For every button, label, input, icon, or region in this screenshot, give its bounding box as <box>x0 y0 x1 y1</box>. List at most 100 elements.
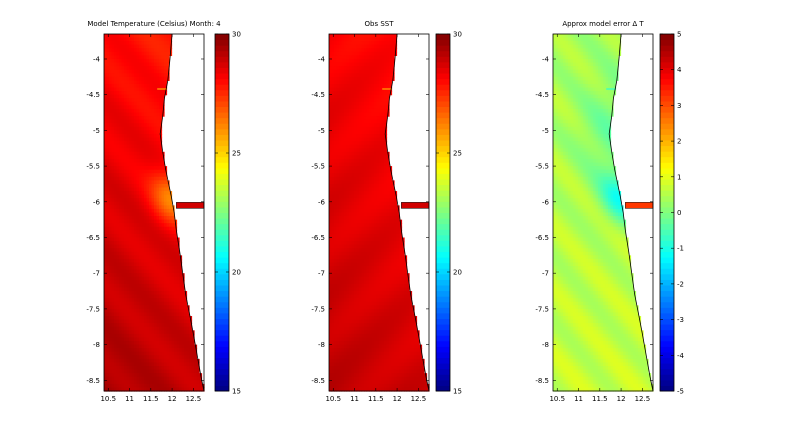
heatmap-cell <box>109 126 113 131</box>
heatmap-cell <box>371 266 375 271</box>
heatmap-cell <box>176 319 180 324</box>
heatmap-cell <box>104 137 108 142</box>
heatmap-cell <box>161 226 165 231</box>
heatmap-cell <box>139 133 143 139</box>
heatmap-cell <box>389 273 393 278</box>
heatmap-cell <box>366 141 370 146</box>
heatmap-cell <box>341 248 345 253</box>
heatmap-cell <box>156 201 160 206</box>
heatmap-cell <box>386 230 390 235</box>
heatmap-cell <box>124 369 128 374</box>
heatmap-cell <box>374 258 378 264</box>
heatmap-cell <box>124 112 128 117</box>
heatmap-cell <box>166 344 170 349</box>
heatmap-cell <box>116 316 120 321</box>
heatmap-cell <box>136 55 140 60</box>
heatmap-cell <box>351 80 355 85</box>
heatmap-cell <box>341 69 345 74</box>
heatmap-cell <box>404 276 408 281</box>
heatmap-cell <box>121 294 125 299</box>
heatmap-cell <box>366 83 370 89</box>
heatmap-cell <box>181 294 185 299</box>
heatmap-cell <box>331 205 335 210</box>
heatmap-cell <box>149 333 153 339</box>
heatmap-cell <box>159 198 163 203</box>
heatmap-cell <box>111 298 115 303</box>
heatmap-cell <box>161 101 165 106</box>
heatmap-cell <box>329 141 333 146</box>
heatmap-cell <box>159 108 163 114</box>
heatmap-cell <box>119 366 123 371</box>
heatmap-cell <box>111 44 115 49</box>
heatmap-cell <box>161 366 165 371</box>
heatmap-cell <box>134 116 138 121</box>
heatmap-cell <box>134 219 138 224</box>
heatmap-cell <box>119 123 123 128</box>
heatmap-cell <box>349 116 353 121</box>
heatmap-cell <box>356 176 360 181</box>
heatmap-cell <box>361 269 365 274</box>
heatmap-cell <box>126 62 130 67</box>
heatmap-cell <box>121 155 125 160</box>
heatmap-cell <box>381 251 385 256</box>
heatmap-cell <box>331 62 335 67</box>
heatmap-cell <box>111 312 115 317</box>
heatmap-cell <box>334 76 338 82</box>
heatmap-cell <box>331 237 335 242</box>
colorbar-band <box>215 290 229 297</box>
heatmap-cell <box>126 119 130 124</box>
heatmap-cell <box>339 262 343 267</box>
heatmap-cell <box>151 212 155 217</box>
heatmap-cell <box>359 226 363 231</box>
heatmap-cell <box>109 230 113 235</box>
heatmap-cell <box>401 262 405 267</box>
heatmap-cell <box>149 55 153 60</box>
heatmap-cell <box>334 194 338 199</box>
heatmap-cell <box>114 108 118 114</box>
heatmap-cell <box>111 37 115 42</box>
heatmap-cell <box>176 269 180 274</box>
heatmap-cell <box>169 369 173 374</box>
heatmap-cell <box>356 123 360 128</box>
heatmap-cell <box>156 119 160 124</box>
heatmap-cell <box>401 287 405 292</box>
heatmap-cell <box>144 158 148 164</box>
heatmap-cell <box>126 266 130 271</box>
heatmap-cell <box>141 266 145 271</box>
heatmap-cell <box>356 148 360 153</box>
heatmap-cell <box>144 187 148 192</box>
heatmap-cell <box>354 80 358 85</box>
heatmap-cell <box>136 258 140 264</box>
heatmap-cell <box>121 316 125 321</box>
heatmap-cell <box>141 48 145 53</box>
heatmap-cell <box>116 180 120 185</box>
heatmap-cell <box>356 223 360 228</box>
heatmap-cell <box>334 34 338 39</box>
heatmap-cell <box>124 51 128 57</box>
heatmap-cell <box>396 216 400 221</box>
heatmap-cell <box>129 91 133 96</box>
heatmap-cell <box>351 173 355 178</box>
heatmap-cell <box>104 351 108 356</box>
heatmap-cell <box>114 48 118 53</box>
heatmap-cell <box>356 141 360 146</box>
heatmap-cell <box>161 219 165 224</box>
heatmap-cell <box>381 173 385 178</box>
heatmap-cell <box>144 133 148 139</box>
heatmap-cell <box>351 201 355 206</box>
heatmap-cell <box>331 133 335 139</box>
heatmap-cell <box>104 266 108 271</box>
heatmap-cell <box>144 155 148 160</box>
heatmap-cell <box>184 294 188 299</box>
heatmap-cell <box>149 266 153 271</box>
heatmap-cell <box>171 230 175 235</box>
heatmap-cell <box>149 151 153 156</box>
heatmap-cell <box>116 283 120 289</box>
heatmap-cell <box>336 212 340 217</box>
heatmap-cell <box>186 337 190 342</box>
heatmap-cell <box>174 248 178 253</box>
heatmap-cell <box>336 169 340 174</box>
heatmap-cell <box>364 87 368 92</box>
heatmap-cell <box>134 144 138 149</box>
heatmap-cell <box>191 351 195 356</box>
